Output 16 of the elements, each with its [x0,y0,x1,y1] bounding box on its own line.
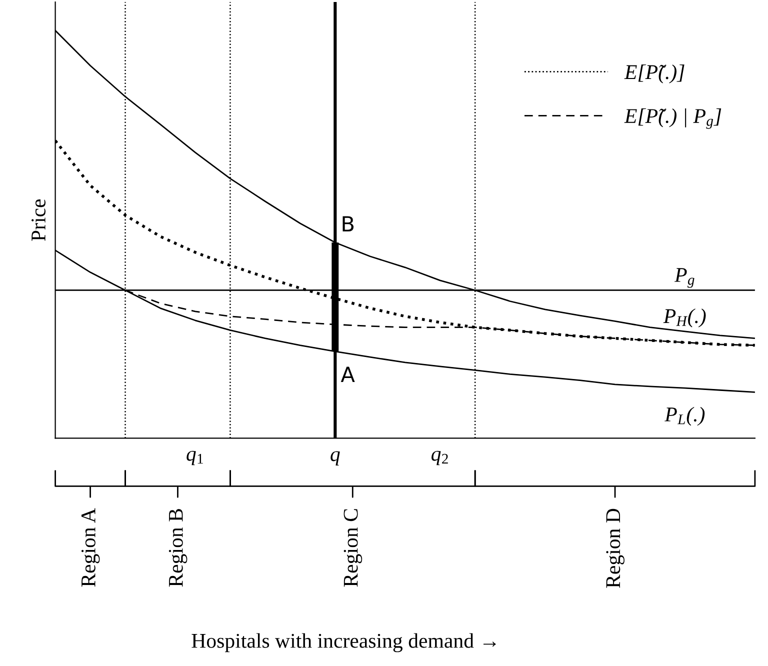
text: Region A [81,508,100,587]
text: Region C [344,509,362,587]
series-label: P$_{g}$ [674,268,694,288]
text: Region B [168,509,188,587]
legend-label: E[P̃(.) | P$_{g}$] [624,108,722,129]
legend-label: E[P̃(.)] [624,64,684,84]
annotation: B [342,216,354,232]
annotation: A [340,366,355,382]
series-label: P$_{H}$(.) [663,308,706,328]
text: Region D [606,508,624,588]
text: Hospitals with increasing demand → [192,633,496,652]
y-axis-title: Price [32,199,46,241]
series-label: P$_{L}$(.) [664,406,705,426]
x-tick-label: q$_{2}$ [432,450,448,466]
x-tick-label: q$_{1}$ [186,450,203,466]
x-tick-label: q [330,451,340,466]
